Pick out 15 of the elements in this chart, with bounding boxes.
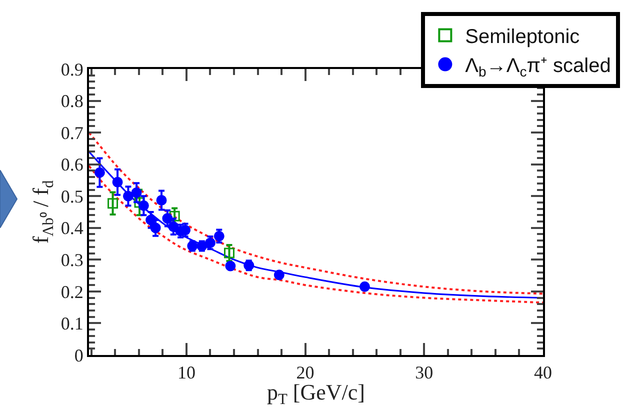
legend-label: Semileptonic	[465, 26, 580, 48]
x-tick-label: 30	[415, 362, 434, 383]
y-tick-label: 0.6	[60, 154, 84, 175]
x-tick-label: 10	[177, 362, 196, 383]
y-tick-label: 0.3	[60, 250, 84, 270]
y-tick-label: 0.1	[60, 314, 84, 334]
y-tick-label: 0.5	[60, 186, 84, 206]
y-tick-label: 0.9	[60, 59, 84, 80]
y-tick-label: 0	[74, 345, 84, 366]
y-tick-label: 0.4	[60, 218, 84, 238]
y-tick-label: 0.8	[60, 91, 84, 112]
legend-label: Λ$_{b}$→Λ$_{c}$π⁺ scaled	[465, 55, 611, 80]
x-tick-label: 40	[534, 362, 552, 383]
y-tick-label: 0.2	[60, 282, 84, 302]
y-tick-label: 0.7	[60, 122, 84, 143]
